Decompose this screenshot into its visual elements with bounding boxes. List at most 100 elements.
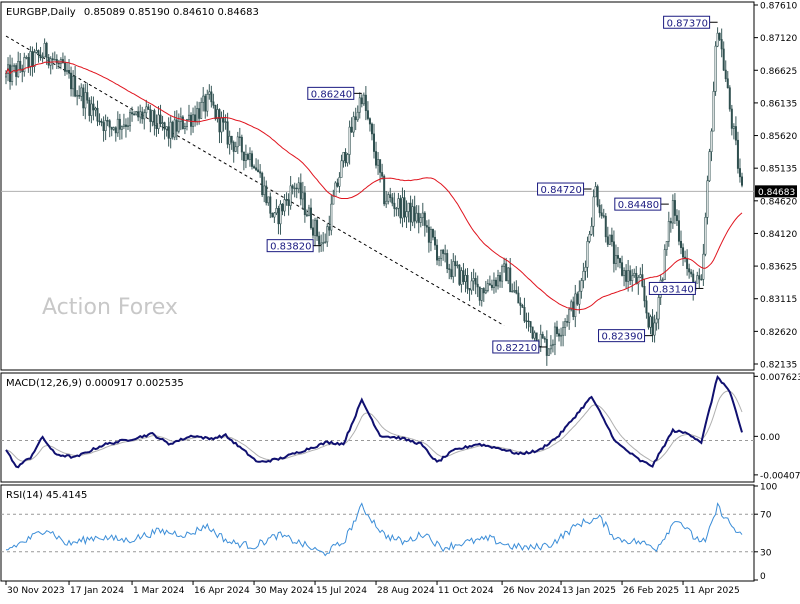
candle (592, 189, 595, 237)
candle (604, 213, 607, 243)
candle (122, 113, 125, 130)
candle (222, 109, 225, 132)
candle (590, 217, 593, 236)
candle (657, 292, 660, 330)
candle (348, 120, 351, 165)
candle (165, 126, 168, 137)
candle (527, 312, 530, 332)
candle (293, 182, 296, 198)
candle (686, 249, 689, 276)
rsi-tick-label: 0 (760, 572, 766, 582)
candle (576, 291, 579, 306)
candle (444, 244, 447, 263)
candle (578, 280, 581, 314)
svg-text:0.84480: 0.84480 (618, 200, 659, 211)
candle (387, 192, 390, 205)
price-tick-label: 0.84620 (760, 197, 797, 207)
rsi-tick-label: 100 (760, 483, 777, 493)
candle (267, 196, 270, 206)
candle (29, 46, 32, 76)
candle (497, 269, 500, 290)
candle (370, 122, 373, 141)
candle (295, 183, 298, 199)
candle (665, 240, 668, 256)
candle (732, 123, 735, 140)
candle (724, 60, 727, 82)
candle (98, 113, 101, 126)
candle (285, 192, 288, 206)
candle (33, 48, 36, 73)
candle (289, 176, 292, 210)
candle (639, 267, 642, 279)
candle (588, 230, 591, 244)
candle (110, 126, 113, 137)
candle (45, 41, 48, 65)
candle (474, 272, 477, 295)
candle (287, 193, 290, 216)
candle (521, 303, 524, 308)
candle (70, 66, 73, 97)
candle (643, 279, 646, 308)
candle (318, 231, 321, 253)
candle (472, 268, 475, 291)
candle (551, 339, 554, 353)
candle (17, 51, 20, 78)
candle (299, 173, 302, 206)
svg-text:0.82390: 0.82390 (602, 332, 643, 343)
price-tick-label: 0.85620 (760, 132, 797, 142)
svg-text:0.87370: 0.87370 (667, 18, 708, 29)
candle (574, 284, 577, 328)
candle (436, 239, 439, 266)
candle (492, 272, 495, 294)
candle (399, 195, 402, 224)
candle (108, 119, 111, 138)
macd-title: MACD(12,26,9) 0.000917 0.002535 (6, 378, 184, 389)
candle (391, 193, 394, 207)
candle (651, 309, 654, 343)
candle (484, 280, 487, 295)
candle (297, 177, 300, 194)
candle (23, 52, 26, 77)
candle (200, 97, 203, 119)
candle (675, 209, 678, 226)
candle (257, 159, 260, 173)
rsi-tick-label: 30 (760, 548, 772, 558)
candle (673, 193, 676, 225)
candle (118, 113, 121, 140)
candle (629, 265, 632, 285)
candle (454, 255, 457, 277)
candle (488, 275, 491, 286)
candle (700, 274, 703, 281)
candle (649, 314, 652, 335)
candle (194, 105, 197, 127)
svg-text:0.84720: 0.84720 (541, 185, 582, 196)
candle (460, 267, 463, 293)
candle (562, 321, 565, 347)
candle (153, 108, 156, 136)
candle (446, 249, 449, 274)
candle (74, 65, 77, 98)
candle (419, 213, 422, 228)
candle (734, 116, 737, 146)
rsi-tick-label: 70 (760, 511, 772, 521)
candle (633, 268, 636, 278)
candle (684, 250, 687, 263)
x-tick-label: 26 Nov 2024 (503, 586, 561, 596)
candle (90, 96, 93, 124)
candle (669, 217, 672, 233)
price-annotation: 0.87370 (663, 15, 718, 29)
candle (145, 99, 148, 118)
candle (190, 112, 193, 136)
candle (478, 286, 481, 306)
candle (25, 55, 28, 60)
candle (706, 175, 709, 225)
price-tick-label: 0.86135 (760, 99, 797, 109)
candle (324, 233, 327, 244)
candle (169, 116, 172, 149)
candle (47, 54, 50, 69)
candle (464, 268, 467, 293)
candle (600, 204, 603, 219)
candle (486, 279, 489, 293)
candle (135, 111, 138, 116)
candle (708, 148, 711, 182)
